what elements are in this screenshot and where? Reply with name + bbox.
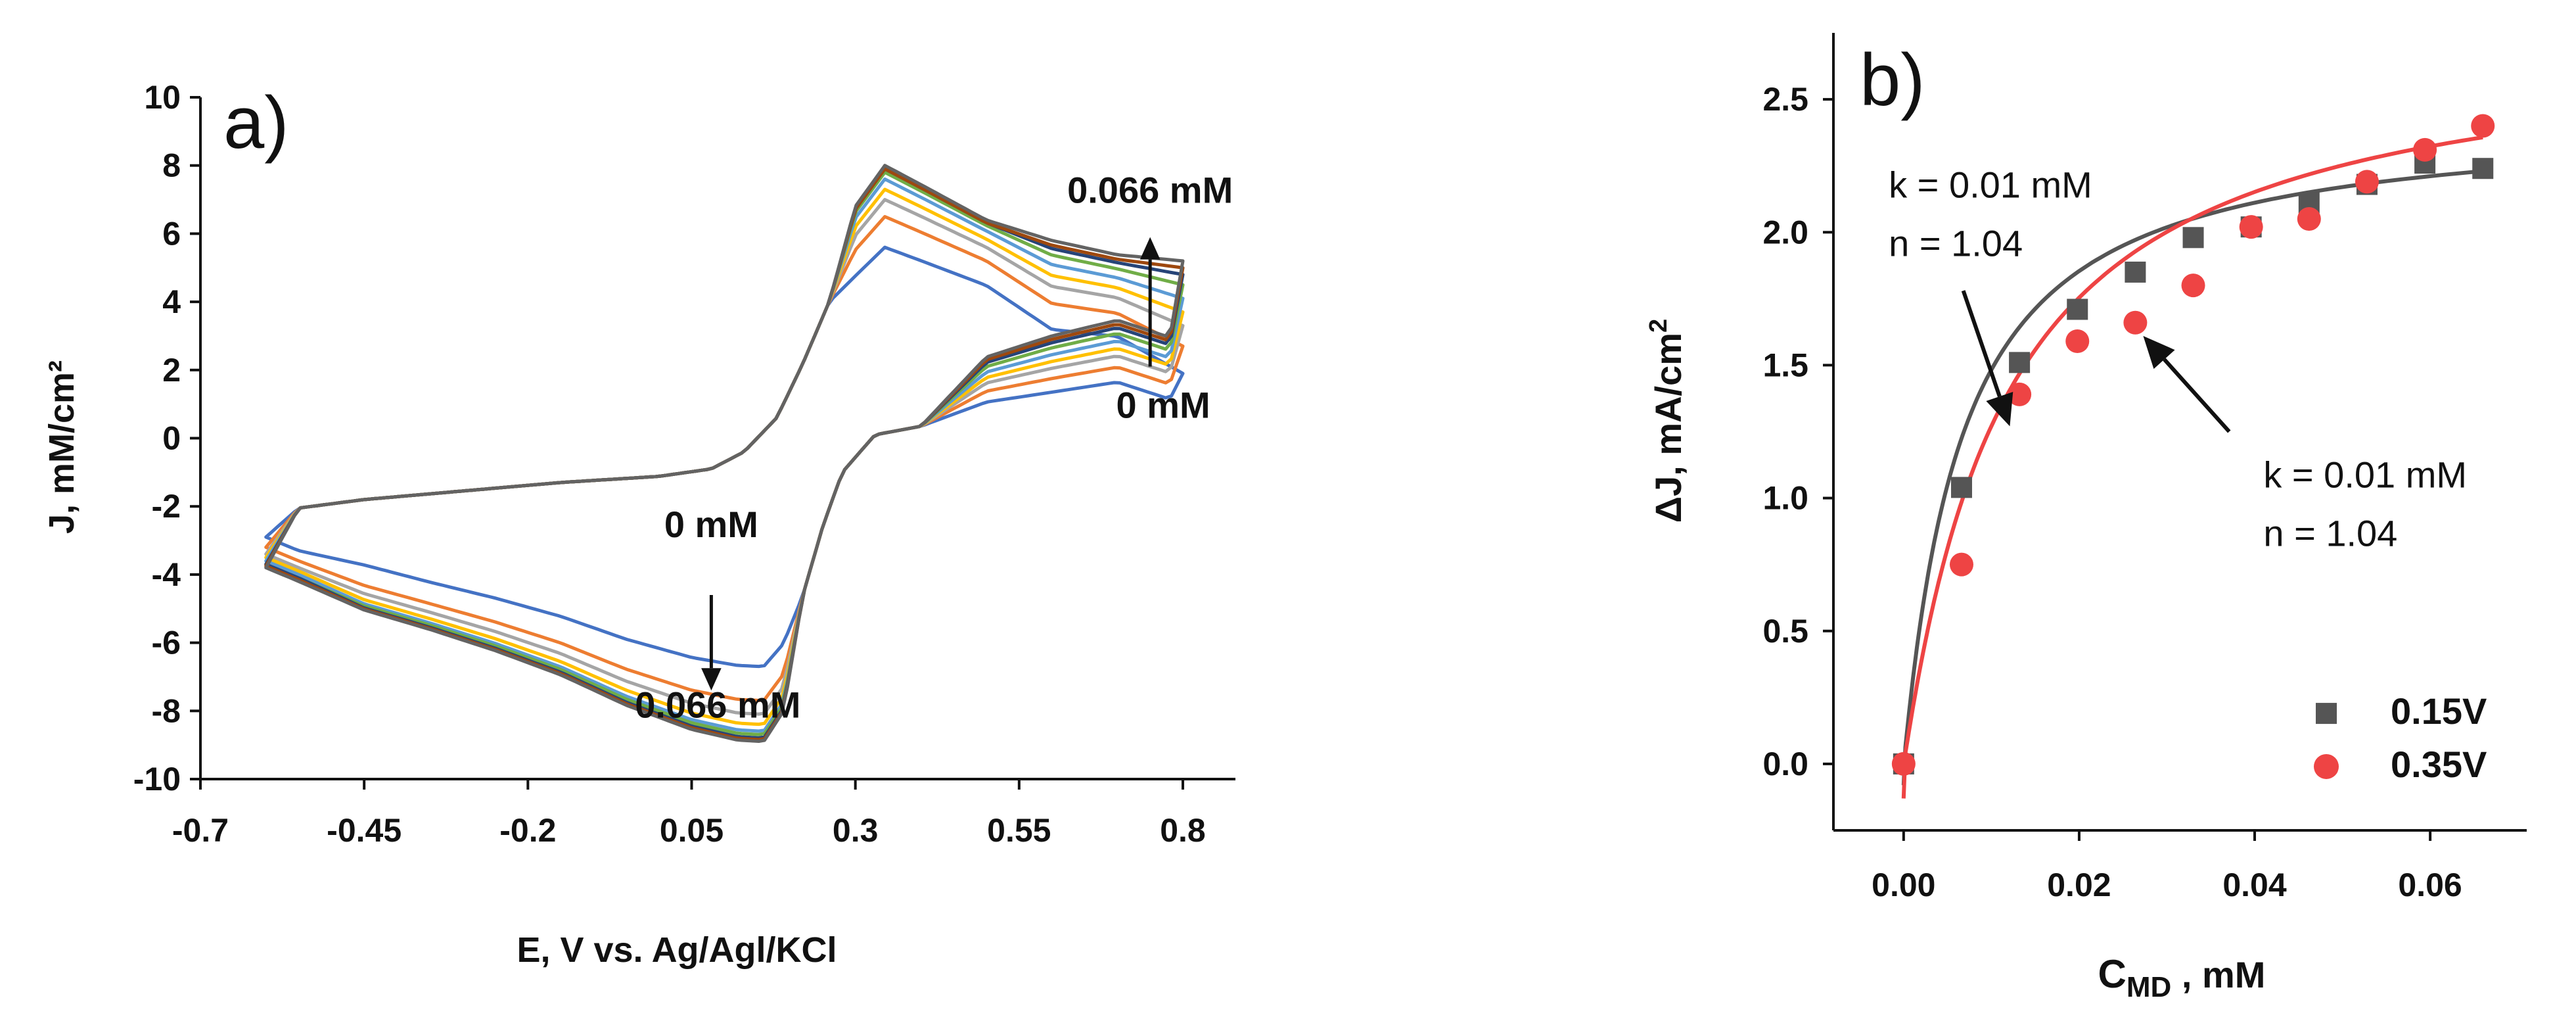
cv-curve-8	[264, 164, 1185, 743]
panel-b-y-tick-label: 0.5	[1762, 613, 1808, 650]
panel-a-annotation: 0 mM	[1116, 384, 1210, 425]
panel-b-axes: 0.00 0.02 0.04 0.06 0.0 0.5 1.0 1.5 2.0 2.5 CMD , …	[1645, 33, 2527, 1003]
panel-b-binding-isotherm: b) 0.00 0.02 0.04 0.06 0.0 0.5 1.0 1.5 2.0 2.5 CMD…	[1645, 33, 2527, 1003]
arrow-down-icon	[701, 595, 722, 691]
panel-b-y-tick-label: 1.5	[1762, 346, 1808, 383]
panel-b-annotations: k = 0.01 mM n = 1.04 k = 0.01 mM n = 1.04	[1889, 164, 2467, 554]
data-point-circle	[1949, 552, 1973, 577]
panel-a-annotation: 0.066 mM	[635, 684, 800, 726]
data-point-circle	[2471, 114, 2495, 138]
fit-parameter-n: n = 1.04	[2263, 512, 2397, 554]
fit-parameter-k: k = 0.01 mM	[1889, 164, 2092, 206]
data-point-circle	[2355, 170, 2379, 194]
cv-curve-6	[264, 167, 1185, 740]
legend-circle-marker	[2314, 753, 2339, 779]
y-title-main: ΔJ, mA/cm	[1647, 333, 1689, 523]
panel-a-label: a)	[223, 82, 289, 164]
data-point-circle	[2239, 215, 2263, 239]
data-point-square	[2125, 261, 2146, 283]
panel-b-x-axis-title: CMD , mM	[2098, 952, 2266, 1003]
panel-a-y-tick-label: 2	[162, 352, 181, 389]
panel-a-y-tick-label: -6	[152, 625, 181, 661]
data-point-square	[2009, 352, 2031, 373]
legend-square-marker	[2316, 703, 2337, 725]
data-point-circle	[2123, 310, 2148, 335]
legend: 0.15V 0.35V	[2314, 690, 2487, 785]
data-point-circle	[2065, 329, 2090, 354]
panel-a-cyclic-voltammogram: a) -0.7 -0.45 -0.2 0.05 0.3 0.55 0.8-10-8-6-4-…	[42, 79, 1235, 970]
cv-curve-5	[264, 170, 1185, 736]
panel-b-label: b)	[1860, 39, 1925, 121]
panel-a-y-tick-label: -10	[133, 761, 181, 797]
data-points	[1891, 114, 2495, 776]
panel-a-x-axis-title: E, V vs. Ag/Agl/KCl	[517, 930, 837, 970]
fit-curve-0.15V	[1901, 169, 2483, 786]
panel-b-y-tick-label: 2.5	[1762, 81, 1808, 118]
panel-a-x-tick-label: -0.2	[499, 812, 556, 849]
panel-b-x-tick-label: 0.02	[2047, 867, 2111, 903]
panel-b-x-tick-label: 0.06	[2398, 867, 2462, 903]
data-point-circle	[2181, 274, 2205, 298]
panel-a-y-tick-label: -4	[152, 556, 181, 593]
fit-parameter-n: n = 1.04	[1889, 223, 2023, 264]
fit-curve-0.35V	[1901, 135, 2483, 799]
panel-a-y-tick-label: 10	[144, 79, 181, 116]
panel-b-x-tick-label: 0.04	[2222, 867, 2287, 903]
data-point-circle	[2297, 207, 2321, 231]
y-title-superscript: 2	[1645, 319, 1672, 333]
panel-a-y-tick-label: 0	[162, 420, 181, 457]
legend-label: 0.15V	[2391, 690, 2487, 732]
data-point-circle	[2413, 137, 2437, 162]
panel-a-x-tick-label: 0.05	[660, 812, 724, 849]
data-point-square	[2182, 227, 2204, 249]
panel-a-y-axis-title: J, mM/cm²	[42, 360, 81, 534]
data-point-square	[2067, 298, 2088, 320]
panel-a-y-tick-label: 4	[162, 283, 181, 320]
panel-a-annotation: 0 mM	[664, 504, 758, 545]
cv-curve-4	[264, 177, 1185, 733]
panel-a-y-tick-label: 8	[162, 147, 181, 184]
panel-a-x-tick-label: -0.45	[327, 812, 402, 849]
panel-a-x-tick-label: 0.3	[833, 812, 879, 849]
panel-a-x-tick-label: -0.7	[172, 812, 229, 849]
x-title-subscript: MD	[2127, 971, 2171, 1003]
panel-a-y-tick-label: 6	[162, 215, 181, 252]
fit-curves	[1901, 135, 2483, 799]
panel-a-axes: -0.7 -0.45 -0.2 0.05 0.3 0.55 0.8 -10 -8 -6 -4 -2 0 2…	[133, 79, 1235, 849]
arrow-to-red-fit-icon	[2143, 335, 2231, 433]
panel-b-y-axis-title: ΔJ, mA/cm2	[1645, 319, 1689, 523]
legend-item-0.15V: 0.15V	[2316, 690, 2487, 732]
panel-b-y-tick-label: 1.0	[1762, 480, 1808, 517]
data-point-square	[2472, 158, 2494, 179]
panel-a-annotations: 0.066 mM 0 mM 0 mM 0.066 mM	[635, 170, 1233, 726]
data-point-circle	[1891, 751, 1916, 776]
panel-b-y-tick-label: 2.0	[1762, 214, 1808, 250]
panel-b-x-tick-label: 0.00	[1872, 867, 1935, 903]
cv-curve-1	[264, 215, 1185, 702]
cv-curve-3	[264, 187, 1185, 726]
arrow-to-dark-fit-icon	[1961, 290, 2013, 427]
legend-item-0.35V: 0.35V	[2314, 744, 2487, 785]
panel-a-y-tick-label: -2	[152, 488, 181, 525]
x-title-tail: , mM	[2171, 954, 2265, 995]
legend-label: 0.35V	[2391, 744, 2487, 785]
panel-a-x-tick-label: 0.55	[987, 812, 1051, 849]
fit-parameter-k: k = 0.01 mM	[2263, 454, 2467, 495]
arrow-up-icon	[1139, 237, 1161, 367]
cv-curve-7	[264, 167, 1185, 742]
data-point-circle	[2008, 382, 2032, 406]
x-title-main: C	[2098, 952, 2127, 996]
panel-a-y-tick-label: -8	[152, 692, 181, 729]
cv-curve-2	[264, 198, 1185, 716]
panel-b-y-tick-label: 0.0	[1762, 746, 1808, 782]
panel-a-annotation: 0.066 mM	[1067, 170, 1233, 211]
cv-curves	[264, 164, 1185, 743]
data-point-square	[1950, 477, 1972, 498]
panel-a-x-tick-label: 0.8	[1160, 812, 1206, 849]
